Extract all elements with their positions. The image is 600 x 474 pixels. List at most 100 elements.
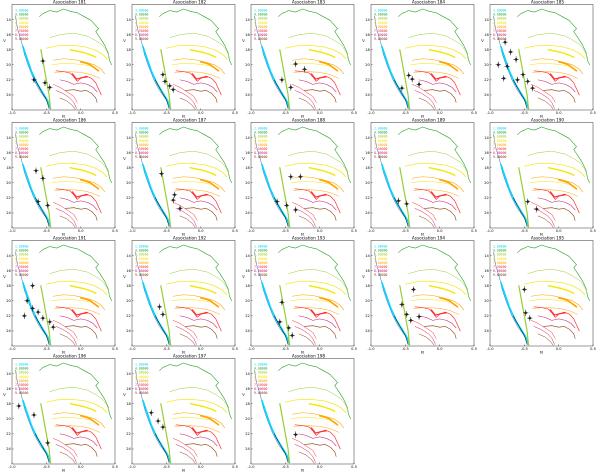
y-tick-label: 14 [245,18,250,22]
x-tick-label: -0.5 [282,465,289,469]
legend-entry: 9.00000 [135,37,149,41]
isochrone-track [538,333,554,346]
isochrone-track [165,280,227,296]
isochrone-track [278,362,352,420]
data-point [502,38,509,46]
legend-entry: 4.00000 [135,367,149,371]
x-tick-label: 0.5 [232,465,238,469]
y-tick-label: 24 [6,447,11,451]
isochrone-track [71,427,89,434]
x-tick-label: 0.0 [78,229,84,233]
isochrone-track [538,97,554,110]
y-tick-label: 16 [485,269,490,273]
y-tick-label: 24 [245,93,250,97]
isochrone-track [294,90,316,109]
data-point [40,314,46,322]
y-tick-label: 20 [126,417,131,421]
legend-entry: 5.00000 [15,17,29,21]
x-tick-label: 0.5 [232,229,238,233]
isochrone-track [529,181,575,187]
plot-frame [11,358,116,465]
legend-entry: 7.00000 [493,143,507,147]
legend-entry: 9.00000 [254,391,268,395]
x-tick-label: -0.5 [162,111,169,115]
isochrone-track [45,162,108,178]
isochrone-track [531,84,556,103]
isochrone-track [35,433,50,463]
y-tick-label: 18 [6,402,11,406]
legend-entry: 9.00000 [254,155,268,159]
y-axis-label: V [241,156,245,161]
isochrone-track [55,90,77,109]
legend-entry: 1.00000 [15,363,29,367]
legend-entry: 4.00000 [493,131,507,135]
x-axis-label: R [301,468,305,473]
x-axis-label: R [182,350,186,355]
y-tick-label: 20 [245,417,250,421]
legend-entry: 6.00000 [493,21,507,25]
isochrone-track [158,362,232,420]
y-tick-label: 24 [6,211,11,215]
isochrone-track [531,320,556,339]
data-point [40,57,46,65]
plot-frame [370,240,474,347]
legend-entry: 7.00000 [135,143,149,147]
x-tick-label: -1.0 [487,229,495,233]
isochrone-track [254,15,290,109]
data-point [35,198,41,205]
y-tick-label: 22 [365,78,370,82]
isochrone-track [493,251,530,345]
isochrone-track [413,307,459,315]
data-point [534,205,540,213]
x-tick-label: 0.5 [591,347,597,351]
isochrone-track [418,197,457,211]
isochrone-track [59,315,98,329]
legend-entry: 4.00000 [254,249,268,253]
panel-title: Association 186 [53,118,87,123]
x-tick-label: 0.5 [232,111,238,115]
legend-entry: 7.00000 [15,379,29,383]
legend-entry: 4.00000 [135,249,149,253]
isochrone-track [69,49,97,58]
isochrone-track [292,438,317,457]
isochrone-track [288,150,349,176]
isochrone-track [399,285,410,346]
isochrone-track [285,280,347,296]
x-tick-label: -1.0 [8,111,16,115]
data-point [522,286,528,293]
data-point [405,72,412,79]
isochrone-track [79,178,100,190]
isochrone-track [39,362,112,420]
isochrone-track [279,285,291,346]
legend-entry: 7.50000 [15,265,29,269]
isochrone-track [52,84,78,103]
isochrone-track [538,315,576,329]
isochrone-track [290,181,336,187]
y-axis-label: V [2,392,6,397]
isochrone-track [532,71,579,79]
isochrone-track [169,268,230,294]
y-tick-label: 18 [365,284,370,288]
isochrone-track [52,412,105,429]
chart-svg: Association 183 1.000004.000005.000006.00… [241,0,357,118]
isochrone-track [40,167,52,228]
y-tick-label: 24 [126,447,131,451]
isochrone-track [15,369,51,463]
legend-entry: 9.00000 [135,273,149,277]
isochrone-track [393,197,409,227]
legend-entry: 1.00000 [493,245,507,249]
isochrone-track [294,208,316,227]
legend-entry: 9.00000 [254,37,268,41]
isochrone-track [533,306,581,332]
isochrone-track [411,294,464,311]
isochrone-track [418,315,457,329]
data-point [410,286,416,293]
x-tick-label: 0.0 [197,347,203,351]
legend-entry: 8.00000 [15,151,29,155]
legend-entry: 7.00000 [374,261,388,265]
data-point [409,75,415,83]
legend-entry: 9.00000 [15,273,29,277]
legend-entry: 7.00000 [493,25,507,29]
y-tick-label: 16 [365,33,370,37]
legend-entry: 9.00000 [254,273,268,277]
